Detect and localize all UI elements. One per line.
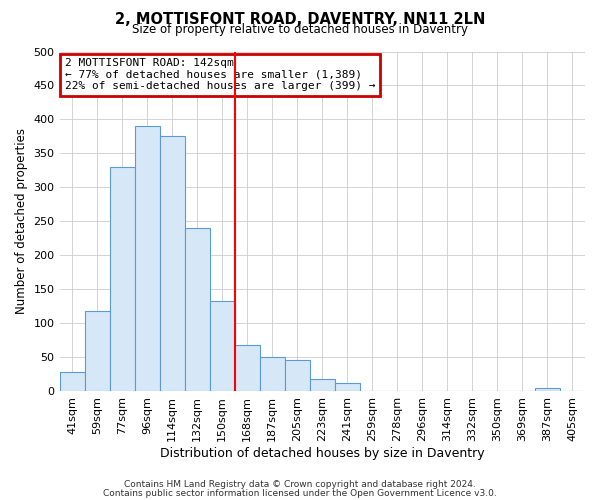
- Bar: [335, 382, 360, 392]
- Bar: [260, 358, 285, 392]
- Text: Contains HM Land Registry data © Crown copyright and database right 2024.: Contains HM Land Registry data © Crown c…: [124, 480, 476, 489]
- Bar: [59, 372, 85, 392]
- Bar: [535, 388, 560, 392]
- Bar: [160, 136, 185, 392]
- Bar: [285, 360, 310, 392]
- Bar: [310, 379, 335, 392]
- Bar: [110, 167, 134, 392]
- Bar: [85, 311, 110, 392]
- Text: Size of property relative to detached houses in Daventry: Size of property relative to detached ho…: [132, 22, 468, 36]
- Bar: [185, 228, 209, 392]
- Text: 2, MOTTISFONT ROAD, DAVENTRY, NN11 2LN: 2, MOTTISFONT ROAD, DAVENTRY, NN11 2LN: [115, 12, 485, 28]
- Text: Contains public sector information licensed under the Open Government Licence v3: Contains public sector information licen…: [103, 488, 497, 498]
- Text: 2 MOTTISFONT ROAD: 142sqm
← 77% of detached houses are smaller (1,389)
22% of se: 2 MOTTISFONT ROAD: 142sqm ← 77% of detac…: [65, 58, 375, 92]
- Y-axis label: Number of detached properties: Number of detached properties: [15, 128, 28, 314]
- X-axis label: Distribution of detached houses by size in Daventry: Distribution of detached houses by size …: [160, 447, 485, 460]
- Bar: [134, 126, 160, 392]
- Bar: [235, 345, 260, 392]
- Bar: [209, 301, 235, 392]
